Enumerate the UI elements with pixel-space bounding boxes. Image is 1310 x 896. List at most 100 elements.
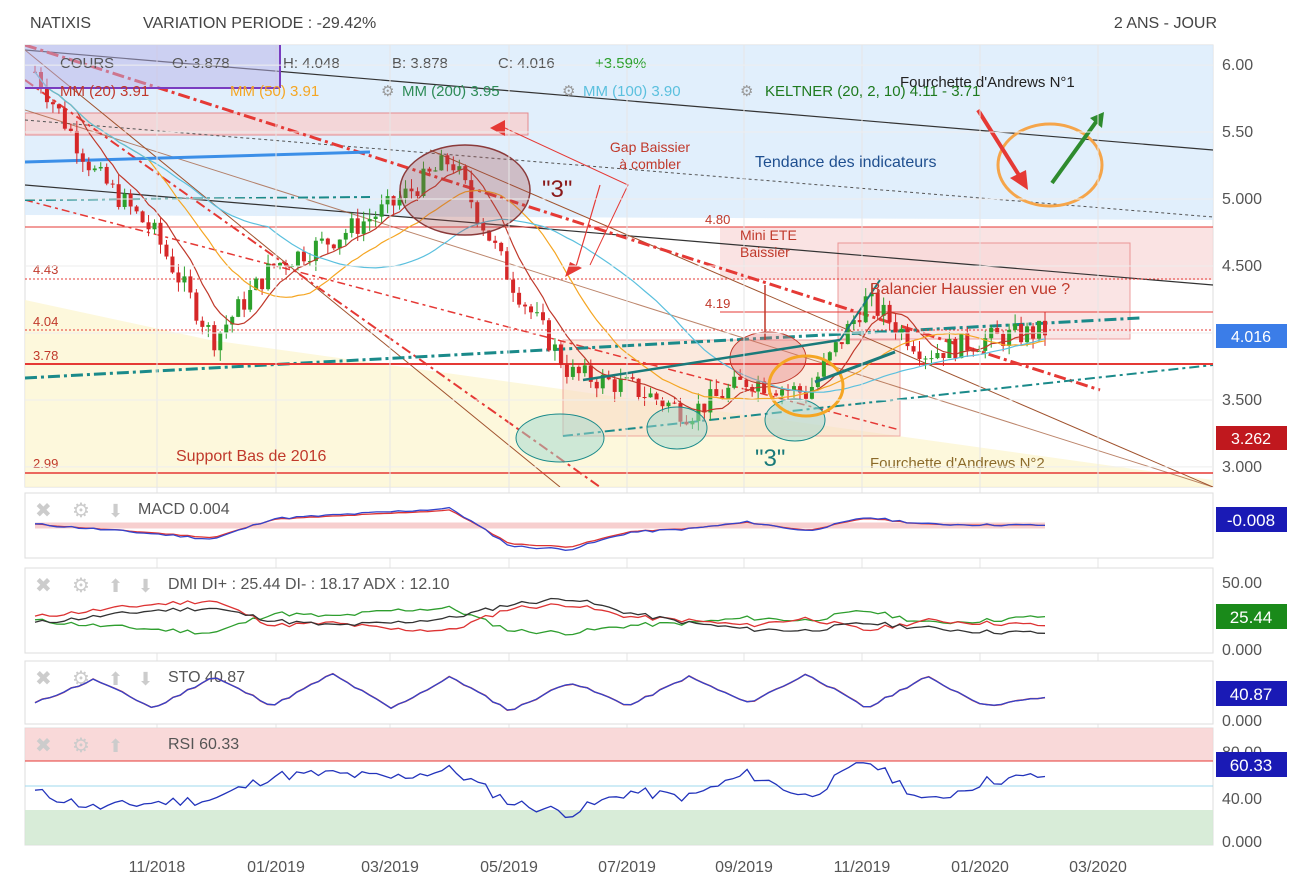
- candle-body: [702, 403, 707, 413]
- arrow-up-icon[interactable]: ⬆: [108, 669, 123, 689]
- tendance-label: Tendance des indicateurs: [755, 154, 936, 171]
- candle-body: [959, 333, 964, 359]
- candle-body: [726, 387, 731, 399]
- candle-body: [833, 342, 838, 353]
- candle-body: [947, 338, 952, 359]
- arrow-down-icon[interactable]: ⬇: [138, 576, 153, 596]
- candle-body: [134, 206, 139, 212]
- candle-body: [887, 304, 892, 323]
- red-trend-main: [25, 45, 1101, 392]
- arrow-down-icon[interactable]: ⬇: [108, 501, 123, 521]
- rsi-badge-bg: [1216, 752, 1287, 777]
- arrow-up-icon[interactable]: ⬆: [108, 736, 123, 756]
- candle-body: [809, 386, 814, 399]
- candle-body: [110, 183, 115, 185]
- candle-body: [44, 88, 49, 103]
- gear-icon[interactable]: ⚙: [740, 83, 753, 100]
- gear-icon[interactable]: ⚙: [72, 668, 90, 690]
- y-tick-label: 0.000: [1222, 642, 1262, 659]
- candle-body: [218, 332, 223, 351]
- candle-body: [194, 292, 199, 321]
- candle-body: [923, 358, 928, 360]
- candle-body: [481, 222, 486, 231]
- candle-body: [254, 278, 259, 291]
- candle-body: [50, 102, 55, 105]
- level-443-label: 4.43: [33, 262, 58, 277]
- x-tick-label: 11/2019: [834, 859, 891, 876]
- rsi-overbought-zone: [25, 728, 1213, 761]
- candle-body: [128, 193, 133, 207]
- candle-body: [331, 244, 336, 249]
- orange-circle-small: [767, 354, 845, 418]
- candle-body: [206, 325, 211, 327]
- range-text[interactable]: 2 ANS - JOUR: [1114, 15, 1217, 32]
- candle-body: [1043, 320, 1047, 336]
- candle-body: [929, 358, 934, 360]
- candle-body: [612, 379, 617, 392]
- candle-body: [284, 262, 289, 267]
- dmi-badge: 25.44: [1230, 608, 1273, 627]
- candle-body: [523, 304, 528, 307]
- legend-high: H: 4.048: [283, 55, 340, 72]
- candle-body: [708, 389, 713, 413]
- candle-body: [827, 352, 832, 361]
- candle-body: [337, 239, 342, 249]
- three-top-label: "3": [542, 176, 572, 203]
- close-icon[interactable]: ✖: [35, 500, 52, 522]
- gear-icon[interactable]: ⚙: [72, 575, 90, 597]
- sto-line: [34, 673, 1046, 711]
- candle-body: [630, 377, 635, 379]
- candle-body: [80, 153, 85, 162]
- arrow-down-icon[interactable]: ⬇: [138, 669, 153, 689]
- candle-body: [552, 344, 557, 351]
- candle-body: [881, 304, 886, 316]
- close-icon[interactable]: ✖: [35, 735, 52, 757]
- candle-body: [427, 168, 432, 172]
- gear-icon[interactable]: ⚙: [381, 83, 394, 100]
- macd-label: MACD 0.004: [138, 501, 230, 518]
- candle-body: [517, 292, 522, 305]
- candle-body: [457, 166, 462, 171]
- candle-body: [343, 232, 348, 240]
- candle-body: [445, 155, 450, 165]
- close-icon[interactable]: ✖: [35, 575, 52, 597]
- gap-label: Gap Baissier à combler: [610, 139, 690, 172]
- candle-body: [170, 256, 175, 273]
- candle-body: [983, 338, 988, 351]
- dmi-label: DMI DI+ : 25.44 DI- : 18.17 ADX : 12.10: [168, 576, 450, 593]
- gear-icon[interactable]: ⚙: [72, 735, 90, 757]
- candle-body: [301, 251, 306, 262]
- legend-keltner: KELTNER (20, 2, 10) 4.11 - 3.71: [765, 83, 980, 100]
- candle-body: [415, 191, 420, 197]
- macd-badge: -0.008: [1227, 511, 1275, 530]
- mm100-line: [34, 71, 1046, 393]
- candle-body: [176, 272, 181, 283]
- candle-body: [756, 381, 761, 392]
- symbol-title: NATIXIS: [30, 15, 91, 32]
- candle-body: [116, 184, 121, 207]
- price-badge: 4.016: [1231, 329, 1271, 346]
- rsi-label: RSI 60.33: [168, 736, 239, 753]
- low-badge: 3.262: [1231, 431, 1271, 448]
- x-tick-label: 07/2019: [598, 859, 656, 876]
- gear-icon[interactable]: ⚙: [72, 500, 90, 522]
- gear-icon[interactable]: ⚙: [562, 83, 575, 100]
- candle-body: [451, 164, 456, 171]
- balancier-label: Balancier Haussier en vue ?: [870, 281, 1070, 298]
- y-tick-label: 4.500: [1222, 258, 1262, 275]
- candle-body: [272, 263, 277, 266]
- candle-body: [905, 328, 910, 347]
- candle-body: [56, 104, 61, 109]
- arrow-up-icon[interactable]: ⬆: [108, 576, 123, 596]
- close-icon[interactable]: ✖: [35, 668, 52, 690]
- candle-body: [421, 168, 426, 197]
- teal-arrow-2: [814, 350, 896, 384]
- fork-down-1: [25, 49, 561, 487]
- candle-body: [212, 325, 217, 351]
- candle-body: [744, 379, 749, 387]
- candle-body: [367, 219, 372, 222]
- legend-mm200: MM (200) 3.95: [402, 83, 500, 100]
- candle-body: [636, 378, 641, 398]
